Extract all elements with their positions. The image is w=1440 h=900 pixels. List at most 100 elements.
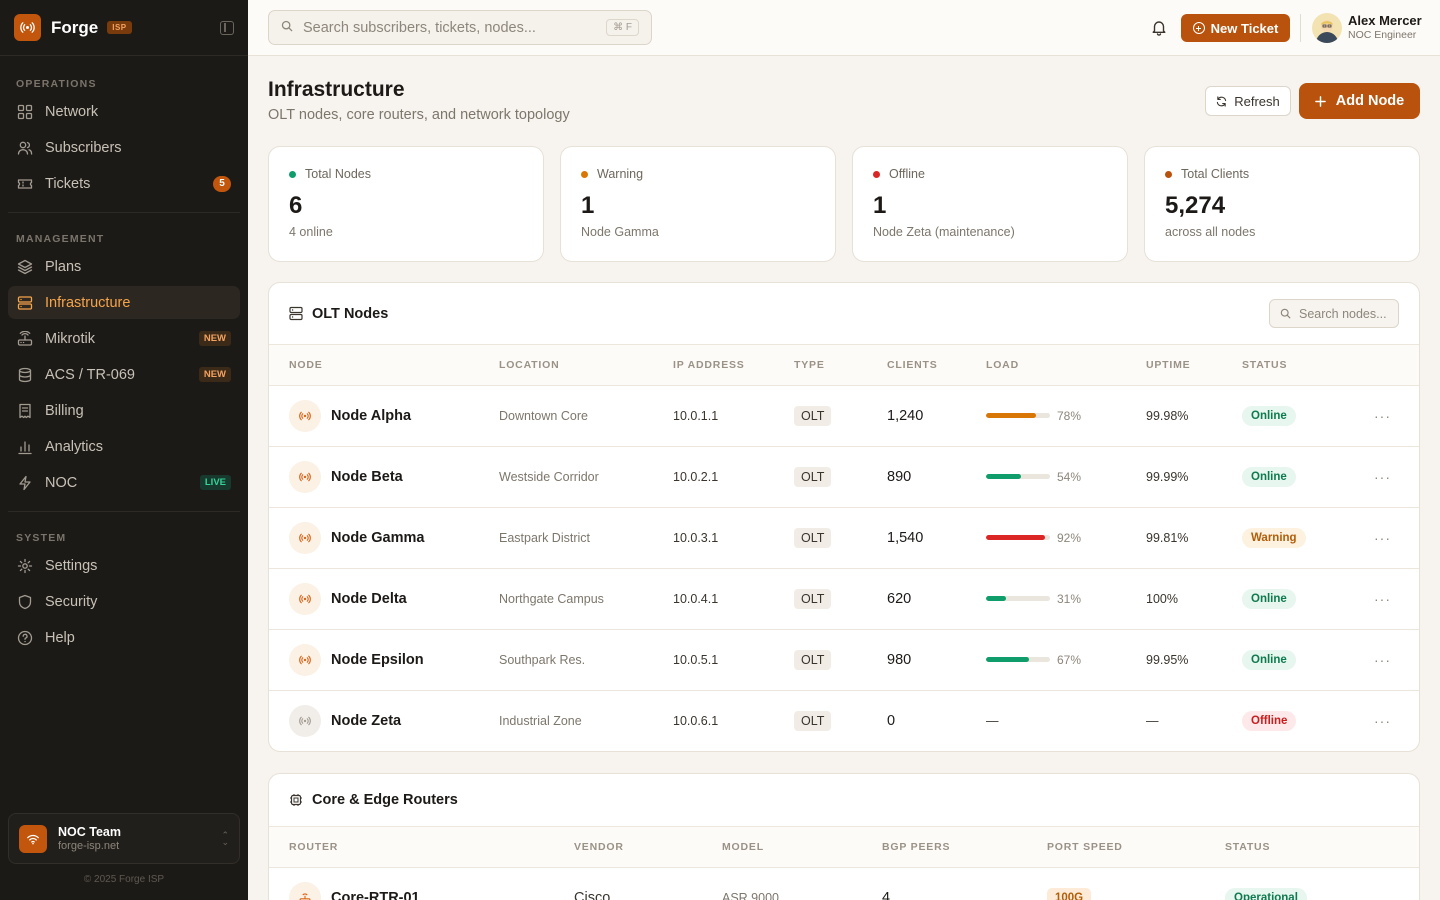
more-actions-icon[interactable]: ··· bbox=[1374, 468, 1391, 485]
olt-table: NODE LOCATION IP ADDRESS TYPE CLIENTS LOAD UPT… bbox=[269, 345, 1419, 751]
sidebar-item-infrastructure[interactable]: Infrastructure bbox=[8, 286, 240, 319]
table-row[interactable]: Node Delta Northgate Campus 10.0.4.1 OLT 620… bbox=[269, 568, 1419, 630]
sidebar-collapse-icon[interactable] bbox=[220, 20, 234, 35]
node-search-input[interactable]: Search nodes... bbox=[1269, 299, 1399, 328]
status-dot bbox=[873, 170, 880, 178]
layers-icon bbox=[17, 259, 33, 275]
node-ip: 10.0.6.1 bbox=[673, 713, 719, 728]
plus-circle-icon bbox=[1192, 22, 1205, 34]
node-type-badge: OLT bbox=[794, 710, 832, 731]
sidebar-item-network[interactable]: Network bbox=[8, 95, 240, 128]
column-header: CLIENTS bbox=[887, 345, 986, 386]
new-ticket-button[interactable]: New Ticket bbox=[1181, 14, 1290, 42]
status-badge: Online bbox=[1242, 588, 1296, 609]
node-type-badge: OLT bbox=[794, 649, 832, 670]
broadcast-icon bbox=[289, 582, 321, 615]
stat-value: 1 bbox=[873, 192, 887, 219]
stat-label-text: Warning bbox=[597, 167, 644, 181]
column-header: STATUS bbox=[1242, 345, 1374, 386]
load-percent: 54% bbox=[1057, 469, 1082, 484]
sidebar-item-subscribers[interactable]: Subscribers bbox=[8, 131, 240, 164]
avatar[interactable] bbox=[1312, 13, 1342, 43]
sidebar-item-plans[interactable]: Plans bbox=[8, 250, 240, 283]
nav-section: SYSTEM Settings Security Help bbox=[0, 524, 248, 654]
new-ticket-label: New Ticket bbox=[1210, 20, 1279, 36]
sidebar-item-label: NOC bbox=[45, 474, 78, 491]
sidebar-item-label: Plans bbox=[45, 258, 82, 275]
node-name[interactable]: Node Alpha bbox=[331, 407, 412, 424]
more-actions-icon[interactable]: ··· bbox=[1374, 651, 1391, 668]
table-row[interactable]: Node Zeta Industrial Zone 10.0.6.1 OLT 0 — — Of… bbox=[269, 690, 1419, 751]
nav-section: MANAGEMENT Plans Infrastructure Mikrotik NEW… bbox=[0, 225, 248, 499]
nav-heading: SYSTEM bbox=[16, 532, 67, 544]
sidebar-item-help[interactable]: Help bbox=[8, 621, 240, 654]
more-actions-icon[interactable]: ··· bbox=[1374, 407, 1391, 424]
broadcast-icon bbox=[289, 643, 321, 676]
bell-icon[interactable] bbox=[1151, 19, 1167, 41]
brand-name: Forge bbox=[51, 17, 99, 37]
global-search-input[interactable]: Search subscribers, tickets, nodes... ⌘ … bbox=[268, 10, 652, 45]
column-header: TYPE bbox=[794, 345, 887, 386]
router-icon bbox=[289, 881, 321, 900]
sidebar: Forge ISP OPERATIONS Network Subscribers Ti… bbox=[0, 0, 248, 900]
status-badge: Online bbox=[1242, 649, 1296, 670]
team-domain: forge-isp.net bbox=[58, 840, 120, 852]
load-percent: 67% bbox=[1057, 652, 1082, 667]
sidebar-item-analytics[interactable]: Analytics bbox=[8, 430, 240, 463]
sidebar-item-label: ACS / TR-069 bbox=[45, 366, 135, 383]
node-ip: 10.0.3.1 bbox=[673, 507, 794, 569]
status-badge: Online bbox=[1242, 405, 1296, 426]
table-row[interactable]: Node Alpha Downtown Core 10.0.1.1 OLT 1,240 7… bbox=[269, 385, 1419, 447]
node-uptime: 100% bbox=[1146, 568, 1242, 630]
sidebar-item-billing[interactable]: Billing bbox=[8, 394, 240, 427]
sidebar-item-tickets[interactable]: Tickets 5 bbox=[8, 167, 240, 200]
search-icon bbox=[281, 19, 293, 37]
more-actions-icon[interactable]: ··· bbox=[1374, 590, 1391, 607]
routers-card-title: Core & Edge Routers bbox=[312, 792, 458, 808]
copyright: © 2025 Forge ISP bbox=[83, 874, 165, 885]
more-actions-icon[interactable]: ··· bbox=[1374, 712, 1391, 729]
database-icon bbox=[17, 367, 33, 383]
table-row[interactable]: Node Gamma Eastpark District 10.0.3.1 OLT 1,… bbox=[269, 507, 1419, 569]
node-location: Industrial Zone bbox=[499, 713, 582, 728]
refresh-icon bbox=[1216, 95, 1227, 107]
router-bgp-peers: 4 bbox=[882, 889, 891, 900]
olt-nodes-card: OLT Nodes Search nodes... NODE LOCATION IP… bbox=[268, 282, 1420, 752]
router-name[interactable]: Core-RTR-01 bbox=[331, 889, 420, 900]
sidebar-item-security[interactable]: Security bbox=[8, 585, 240, 618]
node-name[interactable]: Node Zeta bbox=[331, 712, 402, 729]
team-switcher[interactable]: NOC Team forge-isp.net ⌃ ⌄ bbox=[8, 813, 240, 864]
sidebar-item-label: Tickets bbox=[45, 175, 91, 192]
status-dot bbox=[289, 170, 296, 178]
sidebar-item-acs-tr-069[interactable]: ACS / TR-069 NEW bbox=[8, 358, 240, 391]
node-name[interactable]: Node Gamma bbox=[331, 529, 425, 546]
sidebar-item-noc[interactable]: NOC LIVE bbox=[8, 466, 240, 499]
table-row[interactable]: Core-RTR-01 Cisco ASR 9000 4 100G Operational bbox=[269, 867, 1419, 900]
sidebar-item-mikrotik[interactable]: Mikrotik NEW bbox=[8, 322, 240, 355]
node-name[interactable]: Node Beta bbox=[331, 468, 403, 485]
sidebar-item-label: Mikrotik bbox=[45, 330, 95, 347]
chevron-updown-icon: ⌃ ⌄ bbox=[221, 829, 229, 847]
add-node-button[interactable]: Add Node bbox=[1299, 83, 1420, 119]
node-name[interactable]: Node Epsilon bbox=[331, 651, 424, 668]
routers-table-header: ROUTER VENDOR MODEL BGP PEERS PORT SPEED STAT… bbox=[269, 827, 1419, 868]
sidebar-item-label: Help bbox=[45, 629, 75, 646]
column-header: MODEL bbox=[722, 827, 882, 868]
table-row[interactable]: Node Beta Westside Corridor 10.0.2.1 OLT 890… bbox=[269, 446, 1419, 508]
user-name[interactable]: Alex Mercer bbox=[1348, 13, 1422, 28]
table-row[interactable]: Node Epsilon Southpark Res. 10.0.5.1 OLT 980… bbox=[269, 629, 1419, 691]
more-actions-icon[interactable]: ··· bbox=[1374, 529, 1391, 546]
routers-card: Core & Edge Routers ROUTER VENDOR MODEL BGP… bbox=[268, 773, 1420, 900]
node-name[interactable]: Node Delta bbox=[331, 590, 407, 607]
search-placeholder: Search subscribers, tickets, nodes... bbox=[303, 19, 536, 36]
refresh-button[interactable]: Refresh bbox=[1205, 86, 1291, 116]
sidebar-item-settings[interactable]: Settings bbox=[8, 549, 240, 582]
node-uptime: 99.95% bbox=[1146, 629, 1242, 691]
sidebar-nav: OPERATIONS Network Subscribers Tickets 5 MANA… bbox=[0, 56, 248, 654]
column-header: PORT SPEED bbox=[1047, 827, 1225, 868]
count-badge: 5 bbox=[213, 175, 231, 192]
column-header: VENDOR bbox=[574, 827, 722, 868]
port-speed-badge: 100G bbox=[1047, 887, 1092, 900]
load-bar-fill bbox=[986, 535, 1045, 540]
bar-chart-icon bbox=[17, 439, 33, 455]
